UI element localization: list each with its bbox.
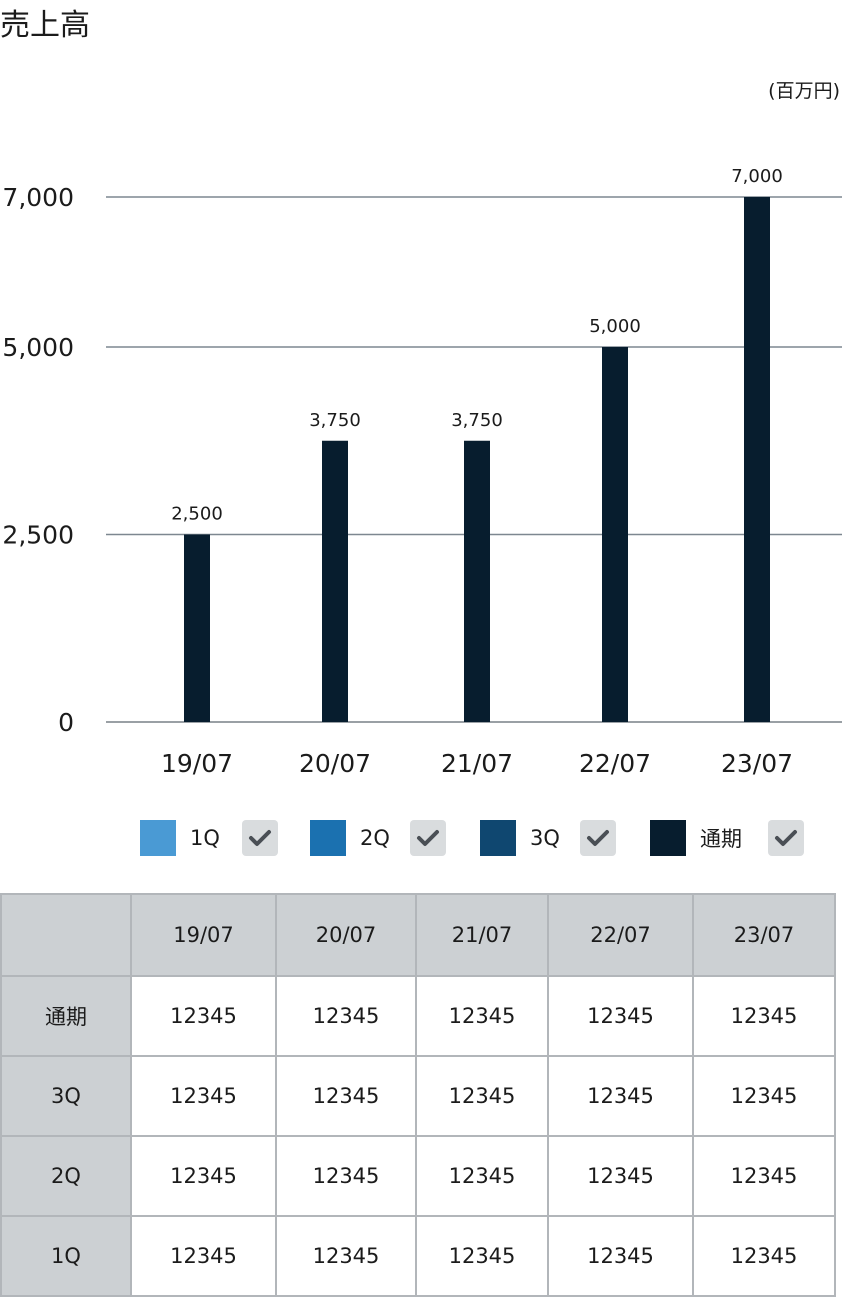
table-cell: 12345 [275,1135,417,1217]
table-header-cell: 19/07 [130,893,277,977]
table-header-cell: 21/07 [415,893,549,977]
table-cell: 12345 [415,1055,549,1137]
x-tick-label: 21/07 [441,749,513,778]
unit-label: (百万円) [768,80,840,102]
table-header-cell: 23/07 [692,893,836,977]
checkbox-1q[interactable] [241,820,278,856]
table-cell: 12345 [692,1215,836,1297]
checkmark-icon [416,830,439,846]
checkmark-icon [775,830,797,846]
legend-label-full-year: 通期 [700,827,742,851]
table-cell: 12345 [692,975,836,1057]
x-tick-label: 19/07 [161,749,233,778]
legend-swatch-3q [480,820,516,856]
table-cell: 12345 [130,1135,277,1217]
data-label: 2,500 [171,504,223,525]
checkbox-2q[interactable] [409,820,446,856]
row-label: 1Q [0,1215,132,1297]
table-cell: 12345 [275,1215,417,1297]
row-label: 通期 [0,975,132,1057]
legend-item-3q[interactable]: 3Q [480,820,616,856]
table-cell: 12345 [547,1055,694,1137]
table-header-cell [0,893,132,977]
legend-swatch-full-year [650,820,686,856]
y-tick-label: 2,500 [2,521,74,550]
bar [602,347,628,722]
bar [744,197,770,722]
table-row: 2Q 12345 12345 12345 12345 12345 [0,1135,836,1217]
table-row: 1Q 12345 12345 12345 12345 12345 [0,1215,836,1297]
x-tick-label: 22/07 [579,749,651,778]
table-row: 通期 12345 12345 12345 12345 12345 [0,975,836,1057]
table-cell: 12345 [415,975,549,1057]
x-tick-label: 20/07 [299,749,371,778]
legend-label-3q: 3Q [530,826,560,850]
bar [184,534,210,722]
legend-swatch-1q [140,820,176,856]
legend-item-1q[interactable]: 1Q [140,820,278,856]
legend-item-2q[interactable]: 2Q [310,820,446,856]
table-cell: 12345 [415,1135,549,1217]
legend-label-2q: 2Q [360,826,390,850]
table-row: 3Q 12345 12345 12345 12345 12345 [0,1055,836,1137]
y-tick-label: 7,000 [2,183,74,212]
y-tick-label: 5,000 [2,333,74,362]
table-header-cell: 20/07 [275,893,417,977]
data-label: 3,750 [451,410,503,431]
checkmark-icon [248,830,271,846]
table-cell: 12345 [547,975,694,1057]
table-cell: 12345 [415,1215,549,1297]
y-tick-label: 0 [58,708,74,737]
legend-swatch-2q [310,820,346,856]
x-tick-label: 23/07 [721,749,793,778]
row-label: 2Q [0,1135,132,1217]
chart-title: 売上高 [0,8,90,43]
data-table: 19/07 20/07 21/07 22/07 23/07 通期 12345 1… [0,893,836,1297]
checkmark-icon [586,830,609,846]
table-cell: 12345 [547,1135,694,1217]
table-header-cell: 22/07 [547,893,694,977]
legend-label-1q: 1Q [190,826,220,850]
bar-chart: 0 2,500 5,000 7,000 2,500 19/07 3,750 20/07 3,75… [2,166,842,778]
table-cell: 12345 [692,1055,836,1137]
table-cell: 12345 [130,975,277,1057]
legend-item-full-year[interactable]: 通期 [650,820,804,856]
checkbox-3q[interactable] [579,820,616,856]
data-label: 3,750 [309,410,361,431]
bar [464,440,490,722]
bar [322,440,348,722]
row-label: 3Q [0,1055,132,1137]
table-cell: 12345 [547,1215,694,1297]
data-label: 7,000 [731,166,783,187]
data-label: 5,000 [589,316,641,337]
table-cell: 12345 [692,1135,836,1217]
table-cell: 12345 [275,975,417,1057]
table-cell: 12345 [130,1215,277,1297]
table-header-row: 19/07 20/07 21/07 22/07 23/07 [0,893,836,977]
table-cell: 12345 [275,1055,417,1137]
checkbox-full-year[interactable] [768,820,804,856]
table-cell: 12345 [130,1055,277,1137]
